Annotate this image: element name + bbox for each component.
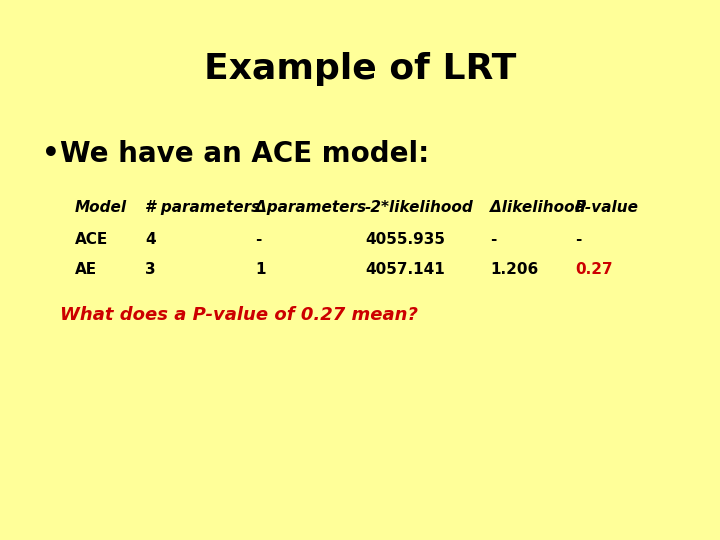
Text: Δlikelihood: Δlikelihood xyxy=(490,200,585,215)
Text: Model: Model xyxy=(75,200,127,215)
Text: AE: AE xyxy=(75,262,97,277)
Text: 3: 3 xyxy=(145,262,156,277)
Text: •: • xyxy=(42,140,60,168)
Text: 4057.141: 4057.141 xyxy=(365,262,445,277)
Text: -2*likelihood: -2*likelihood xyxy=(365,200,474,215)
Text: Example of LRT: Example of LRT xyxy=(204,52,516,86)
Text: 1.206: 1.206 xyxy=(490,262,539,277)
Text: ACE: ACE xyxy=(75,232,108,247)
Text: Δparameters: Δparameters xyxy=(255,200,366,215)
Text: 4055.935: 4055.935 xyxy=(365,232,445,247)
Text: # parameters: # parameters xyxy=(145,200,260,215)
Text: -: - xyxy=(575,232,581,247)
Text: 1: 1 xyxy=(255,262,266,277)
Text: P-value: P-value xyxy=(575,200,639,215)
Text: What does a P-value of 0.27 mean?: What does a P-value of 0.27 mean? xyxy=(60,306,418,324)
Text: -: - xyxy=(490,232,496,247)
Text: -: - xyxy=(255,232,261,247)
Text: 4: 4 xyxy=(145,232,156,247)
Text: 0.27: 0.27 xyxy=(575,262,613,277)
Text: We have an ACE model:: We have an ACE model: xyxy=(60,140,429,168)
